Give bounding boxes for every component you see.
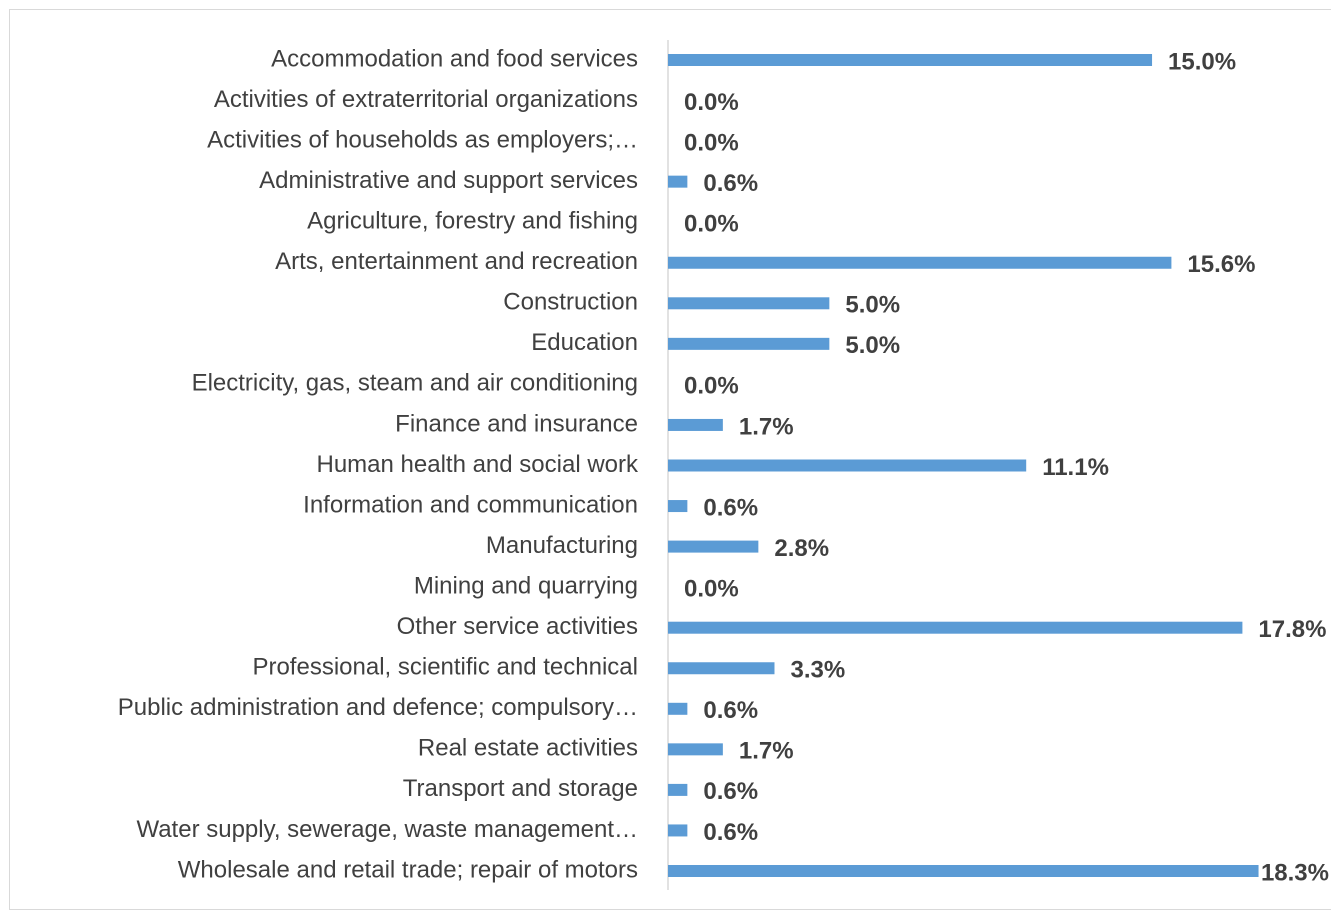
value-label: 1.7% — [739, 413, 794, 440]
category-label: Activities of extraterritorial organizat… — [214, 86, 638, 113]
value-label: 5.0% — [845, 292, 900, 319]
value-label: 0.6% — [703, 778, 758, 805]
bar — [668, 256, 1172, 269]
category-label: Other service activities — [397, 613, 638, 640]
bar — [668, 54, 1153, 66]
value-label: 1.7% — [739, 738, 794, 765]
value-label: 15.6% — [1187, 251, 1255, 278]
value-label: 0.0% — [684, 129, 739, 156]
bar — [668, 297, 830, 310]
category-label: Information and communication — [303, 491, 638, 518]
bar — [668, 337, 830, 350]
category-label: Mining and quarrying — [414, 572, 638, 599]
bar — [668, 824, 688, 837]
value-label: 0.0% — [684, 211, 739, 238]
value-label: 17.8% — [1258, 616, 1326, 643]
value-label: 5.0% — [845, 332, 900, 359]
category-label: Agriculture, forestry and fishing — [307, 208, 638, 235]
bar — [668, 459, 1027, 472]
category-label: Real estate activities — [418, 735, 638, 762]
value-label: 11.1% — [1042, 454, 1109, 481]
chart-border — [9, 9, 1331, 910]
value-label: 0.6% — [703, 170, 758, 197]
category-label: Finance and insurance — [395, 410, 638, 437]
bar — [668, 418, 723, 431]
bar — [668, 175, 688, 188]
category-label: Transport and storage — [403, 775, 638, 802]
category-label: Professional, scientific and technical — [252, 654, 638, 681]
value-label: 0.0% — [684, 575, 739, 602]
category-label: Education — [531, 329, 638, 356]
category-label: Public administration and defence; compu… — [118, 694, 638, 721]
bar — [668, 783, 688, 796]
value-label: 15.0% — [1168, 48, 1236, 75]
value-label: 0.0% — [684, 89, 739, 116]
bar — [668, 621, 1243, 634]
bar — [668, 662, 775, 675]
category-label: Activities of households as employers;… — [207, 126, 638, 153]
category-label: Electricity, gas, steam and air conditio… — [192, 370, 638, 397]
category-label: Administrative and support services — [259, 167, 638, 194]
value-label: 0.6% — [703, 494, 758, 521]
category-label: Accommodation and food services — [271, 45, 638, 72]
value-label: 2.8% — [774, 535, 829, 562]
value-label: 18.3% — [1261, 859, 1329, 886]
category-label: Wholesale and retail trade; repair of mo… — [178, 856, 638, 883]
value-label: 0.6% — [703, 697, 758, 724]
bar — [668, 500, 688, 513]
value-label: 0.0% — [684, 373, 739, 400]
category-label: Construction — [503, 289, 638, 316]
bar — [668, 540, 759, 553]
value-label: 3.3% — [790, 657, 845, 684]
category-label: Arts, entertainment and recreation — [275, 248, 638, 275]
bar — [668, 702, 688, 715]
value-label: 0.6% — [703, 819, 758, 846]
category-label: Manufacturing — [486, 532, 638, 559]
bar — [668, 865, 1259, 877]
bar — [668, 743, 723, 756]
category-label: Human health and social work — [316, 451, 639, 478]
category-label: Water supply, sewerage, waste management… — [136, 816, 638, 843]
